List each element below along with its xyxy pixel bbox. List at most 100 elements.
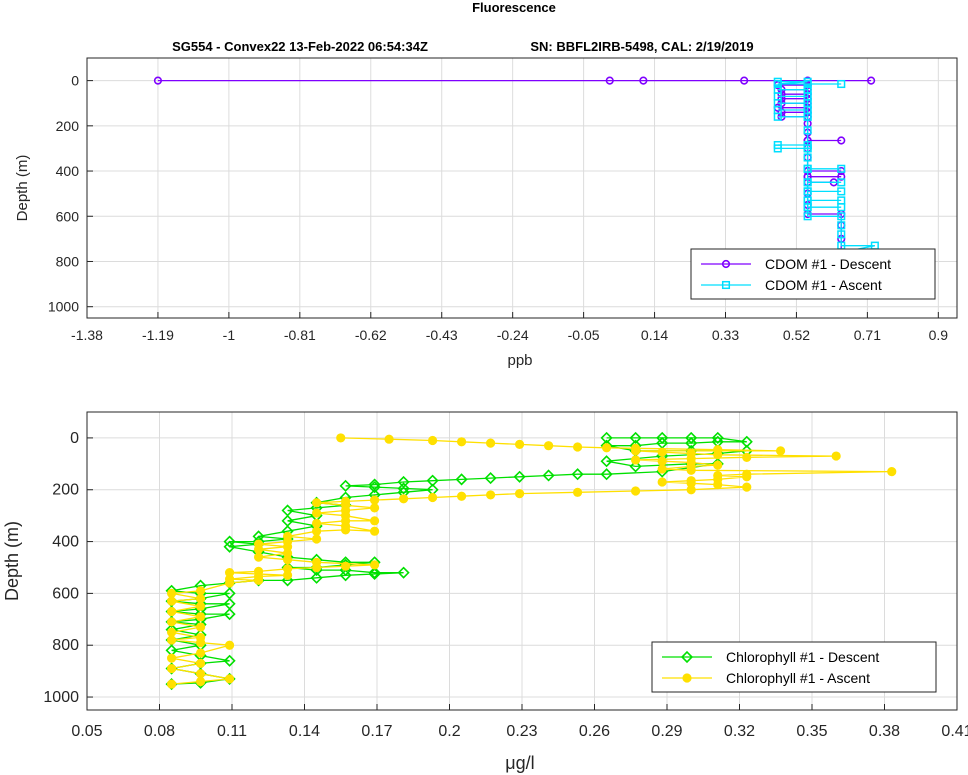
data-point — [542, 469, 555, 482]
data-point — [685, 437, 698, 450]
data-point — [629, 460, 642, 473]
data-point — [686, 476, 696, 486]
data-point — [831, 451, 841, 461]
data-point — [223, 535, 236, 548]
y-tick-label: 0 — [70, 430, 79, 447]
data-point — [803, 140, 812, 150]
data-point — [629, 431, 642, 444]
data-point — [600, 455, 613, 468]
y-tick-label: 600 — [52, 585, 79, 602]
data-point — [713, 460, 723, 470]
data-point — [837, 187, 846, 196]
data-point — [397, 566, 410, 579]
data-point — [195, 612, 206, 622]
data-point — [803, 126, 812, 135]
data-point — [571, 468, 584, 481]
x-axis-label: μg/l — [505, 753, 534, 773]
data-point — [837, 164, 846, 173]
y-tick-label: 200 — [52, 482, 79, 499]
data-point — [369, 526, 380, 536]
data-point — [711, 431, 724, 444]
y-tick-label: 400 — [52, 534, 79, 551]
data-point — [311, 508, 322, 518]
data-point — [369, 503, 380, 513]
data-point — [311, 534, 322, 544]
data-point — [803, 77, 812, 86]
data-point — [166, 663, 177, 674]
data-point — [223, 608, 236, 621]
data-point — [742, 452, 752, 462]
data-point — [166, 679, 177, 689]
legend-marker — [682, 673, 692, 683]
x-tick-label: -1.19 — [142, 327, 174, 343]
x-tick-label: 0.17 — [361, 723, 392, 740]
data-point — [803, 212, 812, 221]
cdom-chart: SG554 - Convex22 13-Feb-2022 06:54:34Z S… — [14, 39, 958, 369]
x-tick-label: 0.71 — [854, 327, 881, 343]
data-point — [657, 456, 667, 466]
y-axis-label: Depth (m) — [2, 521, 22, 601]
data-point — [369, 495, 380, 505]
data-point — [605, 76, 614, 85]
data-point — [282, 564, 293, 574]
data-point — [685, 431, 698, 444]
data-point — [195, 658, 206, 668]
data-point — [224, 568, 235, 578]
data-point — [713, 444, 723, 455]
data-point — [456, 437, 467, 447]
data-point — [630, 486, 641, 496]
series-line — [171, 437, 892, 685]
chart-subtitle-left: SG554 - Convex22 13-Feb-2022 06:54:34Z — [172, 39, 428, 54]
data-point — [456, 491, 467, 501]
legend: CDOM #1 - Descent CDOM #1 - Ascent — [690, 248, 936, 300]
data-point — [223, 654, 236, 667]
data-point — [572, 487, 583, 497]
x-tick-label: -1.38 — [71, 327, 103, 343]
data-point — [166, 606, 177, 617]
data-point — [340, 496, 351, 507]
legend-entry: CDOM #1 - Ascent — [765, 277, 882, 293]
x-tick-label: 0.14 — [641, 327, 668, 343]
data-point — [740, 76, 749, 85]
axes-box — [86, 57, 958, 319]
data-point — [253, 539, 264, 549]
data-point — [224, 674, 235, 684]
data-point — [195, 622, 206, 632]
y-tick-label: 1000 — [43, 689, 79, 706]
x-tick-label: 0.11 — [217, 723, 247, 740]
data-point — [195, 601, 206, 611]
x-tick-label: 0.14 — [289, 723, 320, 740]
data-point — [195, 676, 206, 687]
data-point — [657, 464, 667, 474]
data-point — [455, 473, 468, 486]
data-point — [427, 435, 438, 446]
data-point — [837, 212, 846, 221]
data-point — [368, 566, 381, 579]
y-tick-label: 800 — [56, 253, 80, 269]
x-tick-label: -0.43 — [426, 327, 458, 343]
data-point — [887, 467, 897, 477]
data-point — [601, 443, 612, 453]
series-ascent — [166, 433, 897, 689]
legend-marker — [721, 280, 731, 290]
x-tick-label: 0.52 — [783, 327, 810, 343]
data-point — [630, 455, 641, 465]
data-point — [803, 196, 812, 205]
data-point — [281, 574, 294, 587]
x-tick-label: 0.23 — [506, 723, 537, 740]
x-tick-label: 0.32 — [724, 723, 755, 740]
x-tick-label: -0.24 — [497, 327, 529, 343]
data-point — [166, 653, 177, 663]
data-point — [311, 526, 322, 536]
data-point — [803, 85, 812, 94]
legend-entry: CDOM #1 - Descent — [765, 256, 891, 272]
x-tick-label: 0.05 — [71, 723, 102, 740]
data-point — [657, 447, 667, 457]
data-point — [340, 561, 351, 571]
x-tick-label: -0.62 — [355, 327, 387, 343]
data-point — [195, 593, 206, 604]
data-point — [514, 489, 525, 499]
x-tick-label: 0.26 — [579, 723, 610, 740]
legend-entry: Chlorophyll #1 - Ascent — [726, 670, 870, 686]
